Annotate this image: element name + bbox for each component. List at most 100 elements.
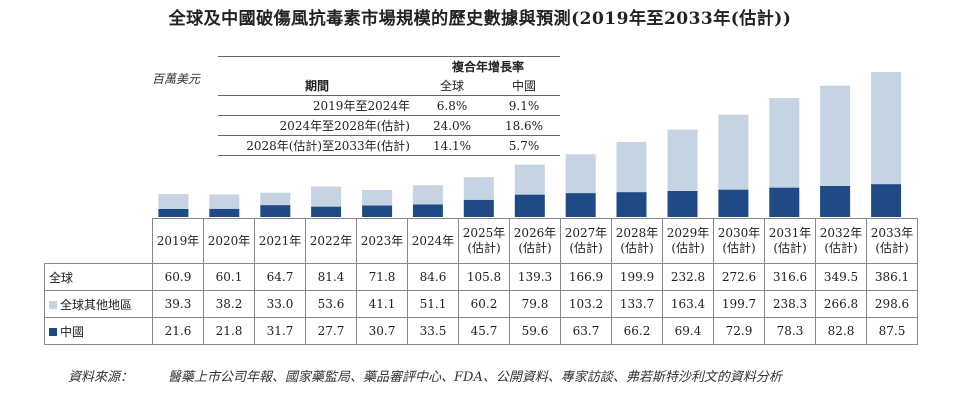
bar-segment-china — [769, 187, 800, 217]
year-label-line: (估計) — [518, 241, 552, 255]
rest-of-world-value: 133.7 — [611, 290, 663, 318]
china-value: 72.9 — [713, 317, 765, 345]
bar-segment-rest-of-world — [260, 192, 291, 206]
total-value: 84.6 — [407, 263, 459, 291]
china-value: 87.5 — [866, 317, 918, 345]
cagr-col-china: 中國 — [488, 76, 560, 96]
china-value: 21.8 — [203, 317, 255, 345]
bar-segment-rest-of-world — [616, 141, 647, 193]
bar-segment-china — [412, 204, 443, 217]
stacked-bar-chart — [158, 72, 902, 217]
year-label-line: 2028年 — [615, 226, 659, 240]
year-label-line: (估計) — [671, 241, 705, 255]
china-value: 78.3 — [764, 317, 816, 345]
total-value: 349.5 — [815, 263, 867, 291]
total-value: 60.9 — [152, 263, 204, 291]
legend-swatch-rest-of-world — [49, 301, 57, 309]
cagr-china: 5.7% — [488, 135, 560, 156]
bar-segment-china — [311, 206, 342, 217]
year-header: 2024年 — [407, 218, 459, 264]
rest-of-world-value: 33.0 — [254, 290, 306, 318]
china-value: 66.2 — [611, 317, 663, 345]
year-label-line: 2031年 — [768, 226, 812, 240]
year-header: 2030年 (估計) — [713, 218, 765, 264]
year-label-line: 2019年 — [156, 233, 200, 248]
legend-label-rest-of-world: 全球其他地區 — [60, 297, 133, 312]
unit-label: 百萬美元 — [152, 72, 201, 86]
total-value: 71.8 — [356, 263, 408, 291]
year-header: 2019年 — [152, 218, 204, 264]
year-header: 2031年 (估計) — [764, 218, 816, 264]
row-label-rest-of-world: 全球其他地區 — [44, 290, 153, 318]
bar-segment-rest-of-world — [311, 186, 342, 207]
year-label-line: 2025年 — [462, 226, 506, 240]
cagr-col-global: 全球 — [416, 76, 488, 96]
bar-segment-rest-of-world — [871, 72, 902, 185]
china-value: 21.6 — [152, 317, 204, 345]
china-value: 30.7 — [356, 317, 408, 345]
cagr-period-header: 期間 — [218, 76, 416, 96]
year-label-line: 2024年 — [411, 233, 455, 248]
chart-title: 全球及中國破傷風抗毒素市場規模的歷史數據與預測(2019年至2033年(估計)) — [168, 9, 792, 29]
cagr-china: 9.1% — [488, 95, 560, 116]
total-value: 139.3 — [509, 263, 561, 291]
china-value: 59.6 — [509, 317, 561, 345]
row-label-total: 全球 — [44, 263, 153, 291]
total-value: 81.4 — [305, 263, 357, 291]
bar-segment-china — [616, 192, 647, 217]
year-label-line: (估計) — [467, 241, 501, 255]
china-value: 27.7 — [305, 317, 357, 345]
bar-segment-china — [209, 208, 240, 217]
year-label-line: (估計) — [722, 241, 756, 255]
year-label-line: 2022年 — [309, 233, 353, 248]
total-value: 199.9 — [611, 263, 663, 291]
china-value: 63.7 — [560, 317, 612, 345]
bar-segment-china — [260, 205, 291, 217]
bar-segment-rest-of-world — [209, 194, 240, 209]
year-label-line: 2026年 — [513, 226, 557, 240]
cagr-global: 6.8% — [416, 95, 488, 116]
china-value: 45.7 — [458, 317, 510, 345]
cagr-period: 2028年(估計)至2033年(估計) — [218, 135, 416, 156]
source-text: 醫藥上市公司年報、國家藥監局、藥品審評中心、FDA、公開資料、專家訪談、弗若斯特… — [168, 370, 782, 385]
bar-segment-china — [463, 199, 494, 217]
total-value: 64.7 — [254, 263, 306, 291]
china-value: 82.8 — [815, 317, 867, 345]
year-label-line: 2030年 — [717, 226, 761, 240]
year-header: 2033年 (估計) — [866, 218, 918, 264]
year-label-line: 2029年 — [666, 226, 710, 240]
rest-of-world-value: 298.6 — [866, 290, 918, 318]
source-label: 資料來源： — [68, 370, 134, 385]
total-value: 316.6 — [764, 263, 816, 291]
rest-of-world-value: 53.6 — [305, 290, 357, 318]
rest-of-world-value: 199.7 — [713, 290, 765, 318]
rest-of-world-value: 41.1 — [356, 290, 408, 318]
cagr-table: 複合年增長率 期間 全球 中國 2019年至2024年 6.8% 9.1% 20… — [218, 56, 560, 156]
rest-of-world-value: 38.2 — [203, 290, 255, 318]
year-label-line: 2033年 — [870, 226, 914, 240]
year-label-line: (估計) — [875, 241, 909, 255]
row-label-china: 中國 — [44, 317, 153, 345]
rest-of-world-value: 79.8 — [509, 290, 561, 318]
bar-segment-rest-of-world — [514, 164, 545, 195]
year-header: 2028年 (估計) — [611, 218, 663, 264]
bar-segment-rest-of-world — [820, 85, 851, 186]
year-label-line: 2027年 — [564, 226, 608, 240]
total-value: 272.6 — [713, 263, 765, 291]
china-value: 33.5 — [407, 317, 459, 345]
cagr-global: 14.1% — [416, 135, 488, 156]
china-value: 31.7 — [254, 317, 306, 345]
bar-segment-china — [514, 194, 545, 217]
bar-segment-rest-of-world — [769, 98, 800, 188]
year-header: 2027年 (估計) — [560, 218, 612, 264]
bar-segment-china — [871, 184, 902, 217]
total-value: 166.9 — [560, 263, 612, 291]
year-label-line: (估計) — [773, 241, 807, 255]
bar-segment-rest-of-world — [412, 185, 443, 205]
rest-of-world-value: 103.2 — [560, 290, 612, 318]
cagr-header: 複合年增長率 — [416, 56, 560, 76]
bar-segment-china — [718, 189, 749, 217]
bar-segment-china — [362, 205, 393, 217]
bar-segment-rest-of-world — [718, 114, 749, 190]
year-label-line: 2020年 — [207, 233, 251, 248]
